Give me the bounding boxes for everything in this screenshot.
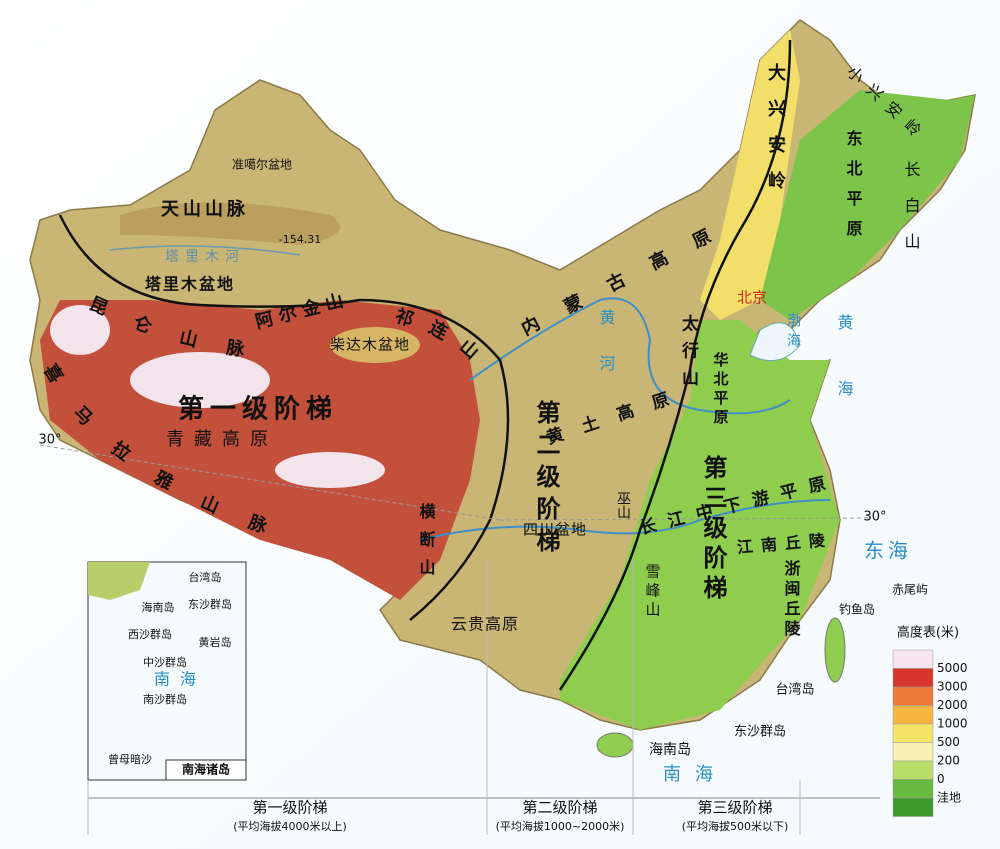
legend-swatch <box>892 668 934 688</box>
legend-label: 3000 <box>937 680 968 694</box>
taiwan <box>824 617 846 683</box>
map-label: 长白山 <box>902 161 921 269</box>
legend-label: 1000 <box>937 717 968 731</box>
step-boundary <box>558 39 792 691</box>
map-label: 南海 <box>663 764 727 785</box>
map-label: 赤尾屿 <box>892 583 928 597</box>
map-label: 云贵高原 <box>451 615 519 634</box>
map-label: 太行山 <box>678 313 700 395</box>
river <box>109 245 301 256</box>
inset-title-box <box>165 759 247 781</box>
legend-label: 200 <box>937 754 960 768</box>
map-label: 准噶尔盆地 <box>232 157 292 172</box>
legend-swatch <box>892 649 934 669</box>
legend-swatch <box>892 723 934 743</box>
inset-label: 南海 <box>154 670 206 689</box>
legend-swatch <box>892 760 934 780</box>
high-peaks <box>130 352 270 408</box>
map-label: 台湾岛 <box>775 682 814 698</box>
map-label: 雪峰山 <box>644 564 662 621</box>
map-label: 东沙群岛 <box>734 724 786 740</box>
inset-label: 南沙群岛 <box>143 692 187 706</box>
legend-swatch <box>892 742 934 762</box>
map-label: 塔里木河 <box>165 249 245 265</box>
map-label: 钓鱼岛 <box>839 602 875 617</box>
step-note: (平均海拔4000米以上) <box>233 819 347 833</box>
map-label: 东北平原 <box>844 129 863 250</box>
step-name: 第一级阶梯 <box>252 799 327 817</box>
legend-label: 洼地 <box>937 791 961 805</box>
legend-label: 2000 <box>937 698 968 712</box>
map-label: 横断山 <box>417 502 436 587</box>
tianshan-highland <box>120 202 340 245</box>
inset-label: 西沙群岛 <box>128 627 172 641</box>
step-name: 第二级阶梯 <box>522 799 597 817</box>
map-label: 30° <box>863 510 886 525</box>
legend-swatch <box>892 686 934 706</box>
latitude-line <box>499 517 871 521</box>
map-label: 第一级阶梯 <box>178 394 338 425</box>
map-label: 第三级阶梯 <box>699 454 727 605</box>
basin <box>330 327 420 363</box>
map-label: 天山山脉 <box>161 198 249 220</box>
latitude-line <box>39 444 501 521</box>
inset-label: 东沙群岛 <box>188 597 232 611</box>
map-label: 第二级阶梯 <box>532 399 560 560</box>
northeast-green <box>760 90 975 320</box>
hainan <box>596 732 634 758</box>
map-label: 东海 <box>864 539 912 563</box>
step-note: (平均海拔500米以下) <box>682 819 789 833</box>
legend-label: 5000 <box>937 661 968 675</box>
map-label: 黄海 <box>835 314 854 446</box>
legend-swatch <box>892 797 934 817</box>
map-label: 30° <box>38 433 61 448</box>
step-name: 第三级阶梯 <box>697 799 772 817</box>
river <box>469 297 791 415</box>
yellow-band <box>700 30 800 320</box>
east-green <box>560 320 840 730</box>
step-boundary <box>58 214 510 621</box>
high-peaks <box>50 305 110 355</box>
map-label: 大兴安岭 <box>765 62 786 207</box>
step-note: (平均海拔1000~2000米) <box>496 819 625 833</box>
legend-swatch <box>892 705 934 725</box>
map-label: 四川盆地 <box>523 521 587 539</box>
map-label: 北京 <box>737 289 767 307</box>
inset-label: 曾母暗沙 <box>108 752 152 766</box>
map-label: -154.31 <box>279 233 321 246</box>
legend-swatch <box>892 779 934 799</box>
map-label: 柴达木盆地 <box>330 336 410 354</box>
map-label: 浙闽丘陵 <box>782 559 801 640</box>
map-label: 渤海 <box>785 313 801 353</box>
map-label: 塔里木盆地 <box>145 275 235 294</box>
high-peaks <box>275 452 385 488</box>
map-label: 巫山 <box>615 491 631 519</box>
inset-land <box>88 562 150 600</box>
bohai <box>749 322 801 362</box>
legend-title: 高度表(米) <box>897 625 959 641</box>
legend-label: 0 <box>937 772 945 786</box>
inset-label: 黄岩岛 <box>199 635 232 649</box>
map-label: 海南岛 <box>649 742 691 758</box>
inset-label: 中沙群岛 <box>143 655 187 669</box>
map-label: 黄河 <box>597 309 616 401</box>
inset-label: 台湾岛 <box>189 570 222 584</box>
legend-label: 500 <box>937 735 960 749</box>
inset-title: 南海诸岛 <box>182 762 230 777</box>
map-label: 青藏高原 <box>166 429 278 450</box>
map-label: 华北平原 <box>712 351 730 428</box>
inset-label: 海南岛 <box>142 600 175 614</box>
